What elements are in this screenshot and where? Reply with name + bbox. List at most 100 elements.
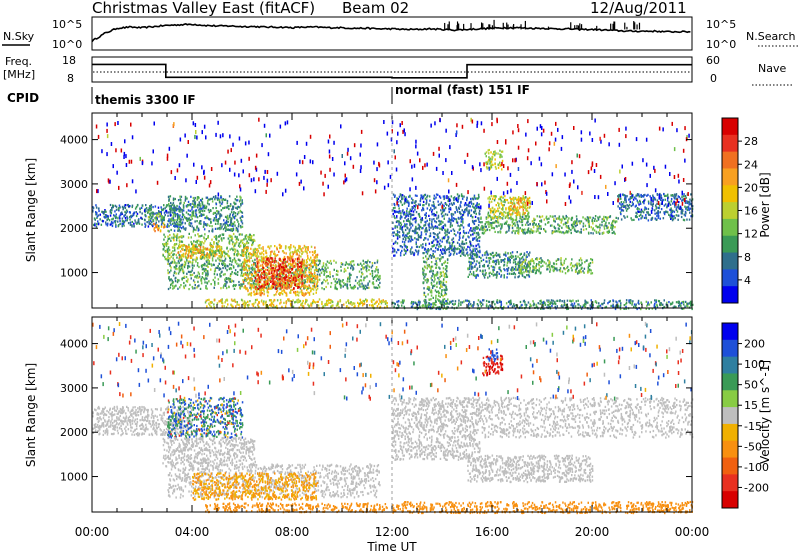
- data-cell: [304, 276, 306, 278]
- data-cell: [344, 268, 346, 270]
- data-cell: [247, 260, 249, 262]
- data-cell: [343, 282, 345, 284]
- data-cell: [185, 257, 187, 259]
- data-cell: [421, 231, 423, 233]
- data-cell: [503, 264, 505, 266]
- data-cell: [304, 282, 306, 284]
- data-cell: [193, 204, 195, 206]
- data-cell: [145, 210, 147, 212]
- data-cell: [294, 275, 296, 277]
- station-title: Christmas Valley East (fitACF): [92, 0, 315, 17]
- data-cell: [512, 251, 514, 253]
- data-cell: [280, 299, 282, 301]
- data-cell: [470, 201, 472, 203]
- data-cell: [410, 227, 412, 229]
- data-cell: [173, 215, 175, 217]
- data-cell: [461, 246, 463, 248]
- data-cell: [442, 221, 444, 223]
- data-cell: [227, 299, 229, 301]
- data-cell: [362, 302, 364, 304]
- data-cell: [514, 276, 516, 278]
- data-cell: [96, 207, 98, 209]
- data-cell: [223, 274, 225, 276]
- data-cell: [281, 288, 283, 290]
- data-cell: [443, 225, 445, 227]
- data-cell: [435, 238, 437, 240]
- data-cell: [316, 285, 318, 287]
- data-cell: [198, 266, 200, 268]
- data-cell: [200, 241, 202, 243]
- data-cell: [213, 279, 215, 281]
- data-cell: [408, 232, 410, 234]
- data-cell: [180, 236, 182, 238]
- data-cell: [203, 246, 205, 248]
- data-cell: [429, 243, 431, 245]
- data-cell: [139, 223, 141, 225]
- data-cell: [245, 302, 247, 304]
- data-cell: [177, 208, 179, 210]
- data-cell: [302, 300, 304, 302]
- data-cell: [345, 283, 347, 285]
- data-cell: [394, 204, 396, 206]
- data-cell: [409, 229, 411, 231]
- data-cell: [170, 284, 172, 286]
- data-cell: [484, 276, 486, 278]
- data-cell: [237, 251, 239, 253]
- data-cell: [334, 269, 336, 271]
- data-cell: [172, 257, 174, 259]
- data-cell: [221, 237, 223, 239]
- data-cell: [150, 215, 152, 217]
- data-cell: [240, 204, 242, 206]
- data-cell: [219, 269, 221, 271]
- data-cell: [300, 255, 302, 257]
- data-cell: [169, 271, 171, 273]
- data-cell: [233, 211, 235, 213]
- data-cell: [247, 236, 249, 238]
- data-cell: [218, 211, 220, 213]
- data-cell: [331, 263, 333, 265]
- data-cell: [476, 206, 478, 208]
- data-cell: [185, 196, 187, 198]
- data-cell: [128, 204, 130, 206]
- data-cell: [529, 252, 531, 254]
- cpid-segment-2: normal (fast) 151 IF: [395, 83, 530, 97]
- data-cell: [322, 306, 324, 308]
- data-cell: [202, 256, 204, 258]
- data-cell: [172, 285, 174, 287]
- data-cell: [449, 211, 451, 213]
- data-cell: [302, 259, 304, 261]
- data-cell: [477, 217, 479, 219]
- data-cell: [439, 281, 441, 283]
- data-cell: [295, 262, 297, 264]
- data-cell: [200, 210, 202, 212]
- data-cell: [204, 240, 206, 242]
- data-cell: [302, 263, 304, 265]
- data-cell: [125, 204, 127, 206]
- data-cell: [447, 298, 449, 300]
- data-cell: [440, 273, 442, 275]
- data-cell: [202, 210, 204, 212]
- data-cell: [372, 262, 374, 264]
- data-cell: [485, 272, 487, 274]
- data-cell: [440, 249, 442, 251]
- data-cell: [274, 261, 276, 263]
- data-cell: [243, 238, 245, 240]
- data-cell: [422, 196, 424, 198]
- data-cell: [199, 204, 201, 206]
- data-cell: [363, 263, 365, 265]
- data-cell: [196, 257, 198, 259]
- data-cell: [474, 220, 476, 222]
- data-cell: [163, 248, 165, 250]
- data-cell: [462, 241, 464, 243]
- data-cell: [425, 244, 427, 246]
- data-cell: [264, 281, 266, 283]
- data-cell: [178, 199, 180, 201]
- data-cell: [429, 223, 431, 225]
- data-cell: [491, 273, 493, 275]
- data-cell: [173, 237, 175, 239]
- data-cell: [400, 218, 402, 220]
- data-cell: [191, 236, 193, 238]
- nave-tick-bottom: 0: [710, 72, 717, 85]
- data-cell: [308, 285, 310, 287]
- data-cell: [174, 205, 176, 207]
